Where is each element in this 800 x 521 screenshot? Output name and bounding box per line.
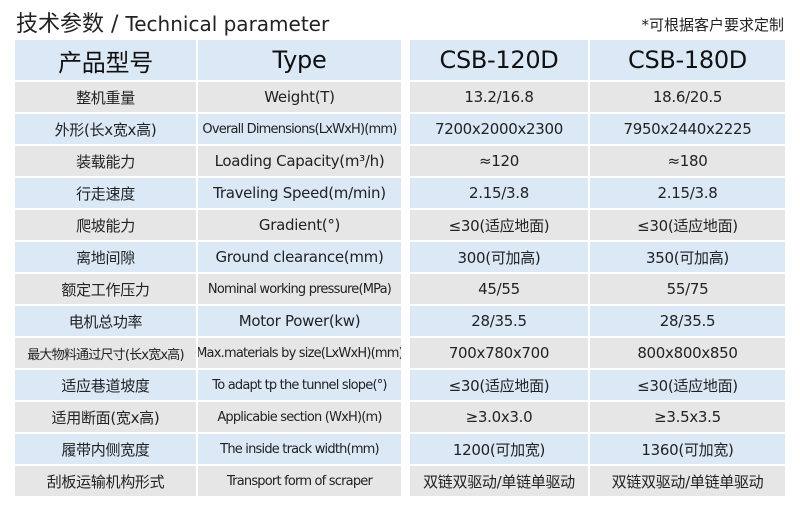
- row-value-model-2: 7950x2440x2225: [590, 114, 785, 144]
- row-value-model-1: 13.2/16.8: [410, 82, 588, 112]
- row-value-model-2: 2.15/3.8: [590, 178, 785, 208]
- row-label-cn: 离地间隙: [15, 242, 196, 272]
- row-label-cn: 行走速度: [15, 178, 196, 208]
- header-cn: 产品型号: [15, 40, 196, 80]
- row-label-en: The inside track width(mm): [198, 434, 401, 464]
- row-label-cn: 额定工作压力: [15, 274, 196, 304]
- row-label-cn: 最大物料通过尺寸(长x宽x高): [15, 338, 196, 368]
- row-label-en: Weight(T): [198, 82, 401, 112]
- row-value-model-2: 800x800x850: [590, 338, 785, 368]
- row-label-cn: 履带内侧宽度: [15, 434, 196, 464]
- row-label-cn: 适应巷道坡度: [15, 370, 196, 400]
- row-value-model-1: 28/35.5: [410, 306, 588, 336]
- row-label-cn: 适用断面(宽x高): [15, 402, 196, 432]
- row-label-cn: 外形(长x宽x高): [15, 114, 196, 144]
- row-value-model-1: 45/55: [410, 274, 588, 304]
- row-value-model-1: ≈120: [410, 146, 588, 176]
- row-value-model-2: 55/75: [590, 274, 785, 304]
- row-label-cn: 装载能力: [15, 146, 196, 176]
- row-label-en: Motor Power(kw): [198, 306, 401, 336]
- header-model-2: CSB-180D: [590, 40, 785, 80]
- row-value-model-2: 双链双驱动/单链单驱动: [590, 466, 785, 496]
- row-label-cn: 爬坡能力: [15, 210, 196, 240]
- parameter-values-table: CSB-120D CSB-180D 13.2/16.8 18.6/20.5 7200…: [410, 40, 785, 496]
- row-value-model-1: 7200x2000x2300: [410, 114, 588, 144]
- row-value-model-2: 18.6/20.5: [590, 82, 785, 112]
- row-label-en: To adapt tp the tunnel slope(°): [198, 370, 401, 400]
- row-label-cn: 电机总功率: [15, 306, 196, 336]
- row-label-en: Traveling Speed(m/min): [198, 178, 401, 208]
- title-separator: /: [104, 12, 126, 37]
- row-value-model-1: 1200(可加宽): [410, 434, 588, 464]
- row-label-en: Nominal working pressure(MPa): [198, 274, 401, 304]
- row-value-model-1: 700x780x700: [410, 338, 588, 368]
- row-label-en: Gradient(°): [198, 210, 401, 240]
- row-label-en: Loading Capacity(m³/h): [198, 146, 401, 176]
- row-value-model-2: 350(可加高): [590, 242, 785, 272]
- row-value-model-1: 双链双驱动/单链单驱动: [410, 466, 588, 496]
- header-type: Type: [198, 40, 401, 80]
- title-en: Technical parameter: [125, 12, 330, 36]
- row-value-model-2: 1360(可加宽): [590, 434, 785, 464]
- row-value-model-2: 28/35.5: [590, 306, 785, 336]
- row-label-en: Transport form of scraper: [198, 466, 401, 496]
- row-label-en: Max.materials by size(LxWxH)(mm): [198, 338, 401, 368]
- row-value-model-2: ≥3.5x3.5: [590, 402, 785, 432]
- row-value-model-1: ≤30(适应地面): [410, 210, 588, 240]
- header-model-1: CSB-120D: [410, 40, 588, 80]
- customization-note: *可根据客户要求定制: [641, 16, 784, 34]
- row-value-model-1: 2.15/3.8: [410, 178, 588, 208]
- row-value-model-2: ≈180: [590, 146, 785, 176]
- row-label-cn: 刮板运输机构形式: [15, 466, 196, 496]
- row-value-model-2: ≤30(适应地面): [590, 370, 785, 400]
- title-cn: 技术参数: [16, 12, 105, 37]
- page-title: 技术参数 / Technical parameter: [16, 6, 329, 38]
- row-value-model-1: ≥3.0x3.0: [410, 402, 588, 432]
- row-label-en: Ground clearance(mm): [198, 242, 401, 272]
- row-value-model-2: ≤30(适应地面): [590, 210, 785, 240]
- row-label-cn: 整机重量: [15, 82, 196, 112]
- row-label-en: Overall Dimensions(LxWxH)(mm): [198, 114, 401, 144]
- row-value-model-1: 300(可加高): [410, 242, 588, 272]
- row-label-en: Applicabie section (WxH)(m): [198, 402, 401, 432]
- row-value-model-1: ≤30(适应地面): [410, 370, 588, 400]
- parameter-names-table: 产品型号 Type 整机重量 Weight(T) 外形(长x宽x高) Overall …: [15, 40, 401, 496]
